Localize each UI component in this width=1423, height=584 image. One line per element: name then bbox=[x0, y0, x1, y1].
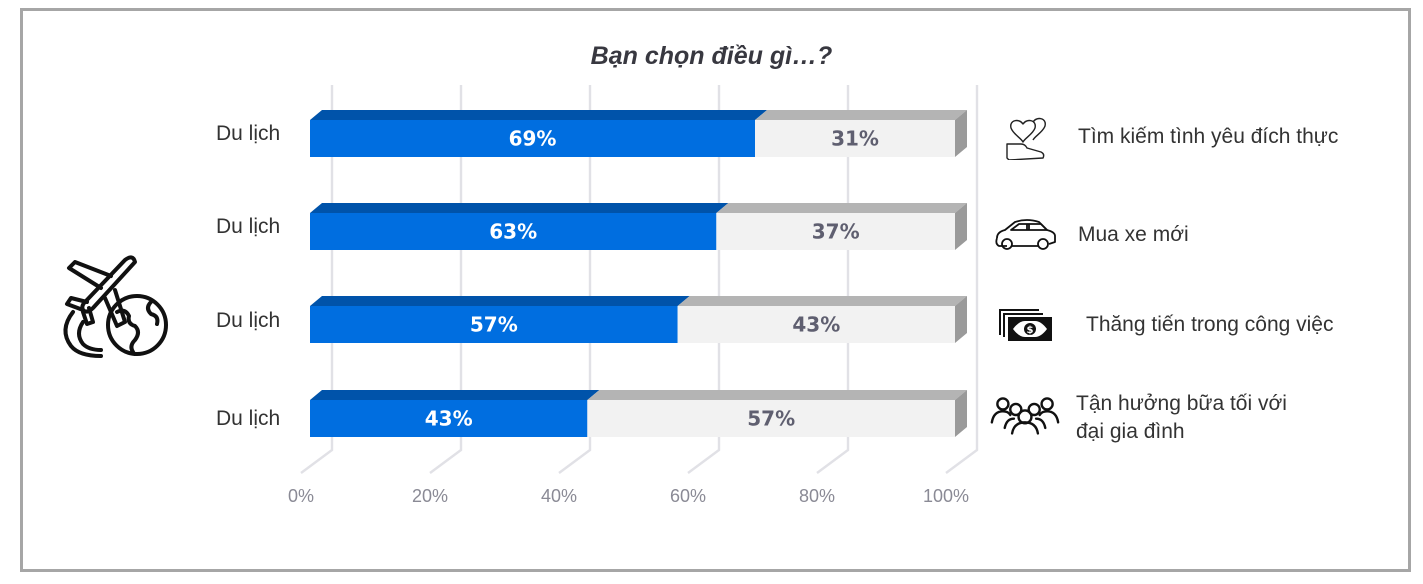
bar-value-secondary: 43% bbox=[792, 313, 840, 337]
bar-value-secondary: 37% bbox=[812, 220, 860, 244]
legend-label: Tận hưởng bữa tối với đại gia đình bbox=[1076, 390, 1287, 446]
chart-title: Bạn chọn điều gì…? bbox=[590, 42, 833, 70]
bar-value-secondary: 57% bbox=[747, 407, 795, 431]
bar-segment-secondary bbox=[587, 400, 955, 437]
legend-label-line1: Tận hưởng bữa tối với bbox=[1076, 392, 1287, 415]
bar-row: 43% 57% bbox=[310, 390, 967, 437]
legend-item-car: Mua xe mới bbox=[990, 210, 1189, 260]
x-tick: 40% bbox=[540, 486, 578, 506]
bar-segment-secondary bbox=[677, 306, 955, 343]
x-tick: 80% bbox=[798, 486, 836, 506]
legend-label-line2: đại gia đình bbox=[1076, 420, 1185, 443]
legend-label: Mua xe mới bbox=[1078, 223, 1189, 246]
bar-segment-primary bbox=[310, 306, 678, 343]
money-icon: $ bbox=[990, 300, 1060, 350]
bar-value-primary: 57% bbox=[470, 313, 518, 337]
svg-text:$: $ bbox=[1027, 325, 1034, 336]
x-tick: 20% bbox=[411, 486, 449, 506]
bar-segment-primary bbox=[310, 400, 588, 437]
legend-label: Tìm kiếm tình yêu đích thực bbox=[1078, 125, 1339, 148]
family-group-icon bbox=[990, 390, 1060, 440]
gridline bbox=[945, 85, 979, 474]
bar-segment-primary bbox=[310, 120, 756, 157]
bar-row: 69% 31% bbox=[310, 110, 967, 157]
bar-segment-secondary bbox=[716, 213, 955, 250]
legend-item-career: $ Thăng tiến trong công việc bbox=[990, 300, 1334, 350]
bar-segment-primary bbox=[310, 213, 717, 250]
category-label: Du lịch bbox=[216, 407, 281, 430]
airplane-globe-icon bbox=[63, 255, 168, 358]
bar-value-primary: 63% bbox=[489, 220, 537, 244]
legend-item-family: Tận hưởng bữa tối với đại gia đình bbox=[990, 390, 1287, 446]
category-label: Du lịch bbox=[216, 215, 281, 238]
hand-hearts-icon bbox=[990, 112, 1060, 162]
bar-value-secondary: 31% bbox=[831, 127, 879, 151]
legend-item-love: Tìm kiếm tình yêu đích thực bbox=[990, 112, 1338, 162]
x-tick: 100% bbox=[922, 486, 970, 506]
bar-row: 63% 37% bbox=[310, 203, 967, 250]
bar-row: 57% 43% bbox=[310, 296, 967, 343]
bar-value-primary: 69% bbox=[509, 127, 557, 151]
x-tick: 60% bbox=[669, 486, 707, 506]
bars: 69% 31% 63% 37% 57% 43% 43% 57% bbox=[310, 110, 967, 437]
legend-label: Thăng tiến trong công việc bbox=[1086, 313, 1334, 336]
bar-segment-secondary bbox=[755, 120, 955, 157]
car-icon bbox=[990, 210, 1060, 260]
bar-value-primary: 43% bbox=[425, 407, 473, 431]
chart-frame bbox=[20, 8, 1411, 572]
x-tick: 0% bbox=[287, 486, 315, 506]
category-label: Du lịch bbox=[216, 122, 281, 145]
category-label: Du lịch bbox=[216, 309, 281, 332]
